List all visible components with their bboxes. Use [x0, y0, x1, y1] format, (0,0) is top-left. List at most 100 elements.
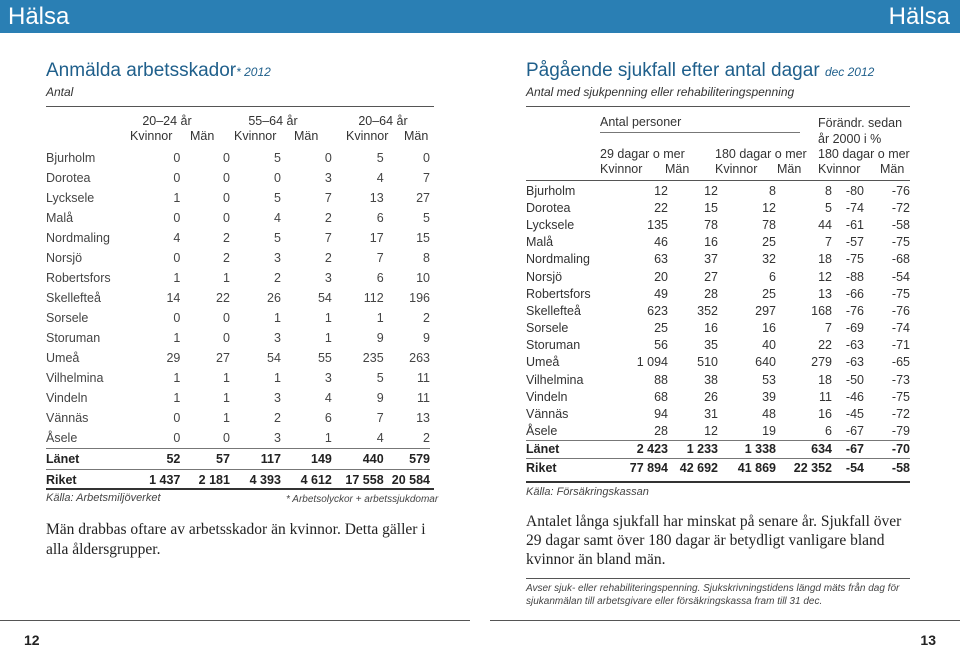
left-cell: 5: [376, 151, 384, 165]
left-cell: 1: [222, 411, 230, 425]
left-row-label: Sorsele: [46, 311, 89, 325]
right-col-1: Kvinnor: [600, 162, 643, 176]
right-total-row: Riket 77 894 42 692 41 869 22 352 -54 -58: [526, 458, 910, 477]
right-cell: -76: [845, 303, 864, 318]
left-row-label: Bjurholm: [46, 151, 96, 165]
left-cell: 4: [273, 211, 281, 225]
left-cell: 3: [324, 371, 332, 385]
left-subtitle: Antal: [46, 85, 74, 99]
right-cell: 18: [818, 372, 832, 387]
right-cell: 28: [654, 424, 668, 439]
right-cell: 12: [704, 424, 718, 439]
left-cell: 9: [423, 331, 430, 345]
left-cell: 11: [417, 391, 430, 405]
left-cell: 6: [324, 411, 332, 425]
right-table-row: Lycksele 135 78 78 44 -61 -58: [526, 216, 910, 233]
right-cell: 2 423: [608, 439, 668, 459]
right-cell: -72: [891, 200, 910, 215]
left-cell: 2 181: [180, 469, 230, 490]
right-cell: 6: [825, 424, 832, 439]
right-table-row: Norsjö 20 27 6 12 -88 -54: [526, 268, 910, 285]
left-table-row: Malå 0 0 4 2 6 5: [46, 208, 430, 228]
right-cell: 56: [654, 338, 668, 353]
left-cell: 8: [423, 251, 430, 265]
right-cell: 22: [654, 200, 668, 215]
right-cell: 13: [818, 286, 832, 301]
right-cell: -79: [891, 424, 910, 439]
left-cell: 0: [222, 431, 230, 445]
left-page-rule: [0, 620, 470, 621]
right-cell: -69: [845, 321, 864, 336]
left-table-row: Vindeln 1 1 3 4 9 11: [46, 388, 430, 408]
right-group-3: 180 dagar o mer: [818, 147, 910, 161]
right-cell: 68: [654, 389, 668, 404]
left-cell: 0: [173, 171, 181, 185]
left-total-row: Riket 1 437 2 181 4 393 4 612 17 558 20 584: [46, 469, 430, 490]
left-row-label: Länet: [46, 448, 124, 470]
left-cell: 52: [123, 448, 181, 470]
left-group-1: 20–24 år: [142, 114, 192, 128]
left-cell: 0: [222, 331, 230, 345]
left-cell: 1: [376, 311, 384, 325]
right-cell: -66: [845, 286, 864, 301]
left-row-label: Lycksele: [46, 191, 95, 205]
left-row-label: Malå: [46, 211, 74, 225]
right-row-label: Länet: [526, 439, 608, 459]
right-table-row: Sorsele 25 16 16 7 -69 -74: [526, 320, 910, 337]
left-table-row: Vännäs 0 1 2 6 7 13: [46, 408, 430, 428]
right-cell: -54: [832, 458, 864, 477]
right-cell: 12: [704, 183, 718, 198]
left-cell: 3: [273, 251, 281, 265]
left-cell: 0: [222, 311, 230, 325]
left-cell: 3: [324, 171, 332, 185]
left-row-label: Dorotea: [46, 171, 91, 185]
left-top-rule: [46, 106, 434, 107]
left-cell: 1: [173, 391, 181, 405]
left-cell: 3: [273, 331, 281, 345]
left-cell: 0: [222, 211, 230, 225]
right-subtitle: Antal med sjukpenning eller rehabiliteri…: [526, 85, 795, 99]
right-page-rule: [490, 620, 960, 621]
right-cell: 40: [762, 338, 776, 353]
left-cell: 3: [273, 431, 281, 445]
left-row-label: Åsele: [46, 431, 78, 445]
left-cell: 0: [324, 151, 332, 165]
left-cell: 579: [383, 448, 430, 470]
right-source: Källa: Försäkringskassan: [526, 486, 649, 498]
right-hdr-persons: Antal personer: [600, 115, 682, 129]
right-cell: -45: [845, 407, 864, 422]
left-row-label: Norsjö: [46, 251, 83, 265]
right-cell: -72: [891, 407, 910, 422]
left-col-3: Kvinnor: [234, 129, 277, 143]
right-top-rule: [526, 106, 910, 107]
left-col-5: Kvinnor: [346, 129, 389, 143]
right-cell: 78: [762, 217, 776, 232]
left-cell: 2: [273, 411, 281, 425]
right-table-row: Malå 46 16 25 7 -57 -75: [526, 234, 910, 251]
right-cell: 135: [647, 217, 668, 232]
left-cell: 1: [173, 371, 181, 385]
left-cell: 2: [273, 271, 281, 285]
right-cell: 7: [825, 235, 832, 250]
left-cell: 1: [273, 311, 281, 325]
left-table-row: Vilhelmina 1 1 1 3 5 11: [46, 368, 430, 388]
left-cell: 0: [423, 151, 430, 165]
right-col-3: Kvinnor: [715, 162, 758, 176]
left-cell: 1: [173, 331, 181, 345]
right-cell: 35: [704, 338, 718, 353]
left-cell: 54: [267, 351, 281, 365]
left-cell: 57: [180, 448, 230, 470]
left-cell: 1: [273, 371, 281, 385]
left-cell: 1: [222, 391, 230, 405]
right-cell: 22 352: [776, 458, 832, 477]
left-table-row: Umeå 29 27 54 55 235 263: [46, 348, 430, 368]
right-cell: 26: [704, 389, 718, 404]
right-cell: -58: [891, 217, 910, 232]
left-table-row: Sorsele 0 0 1 1 1 2: [46, 308, 430, 328]
header-title-right: Hälsa: [888, 3, 950, 30]
left-col-1: Kvinnor: [130, 129, 173, 143]
right-table-row: Robertsfors 49 28 25 13 -66 -75: [526, 285, 910, 302]
right-table-row: Storuman 56 35 40 22 -63 -71: [526, 337, 910, 354]
right-cell: 1 233: [668, 439, 718, 459]
left-cell: 0: [173, 411, 181, 425]
